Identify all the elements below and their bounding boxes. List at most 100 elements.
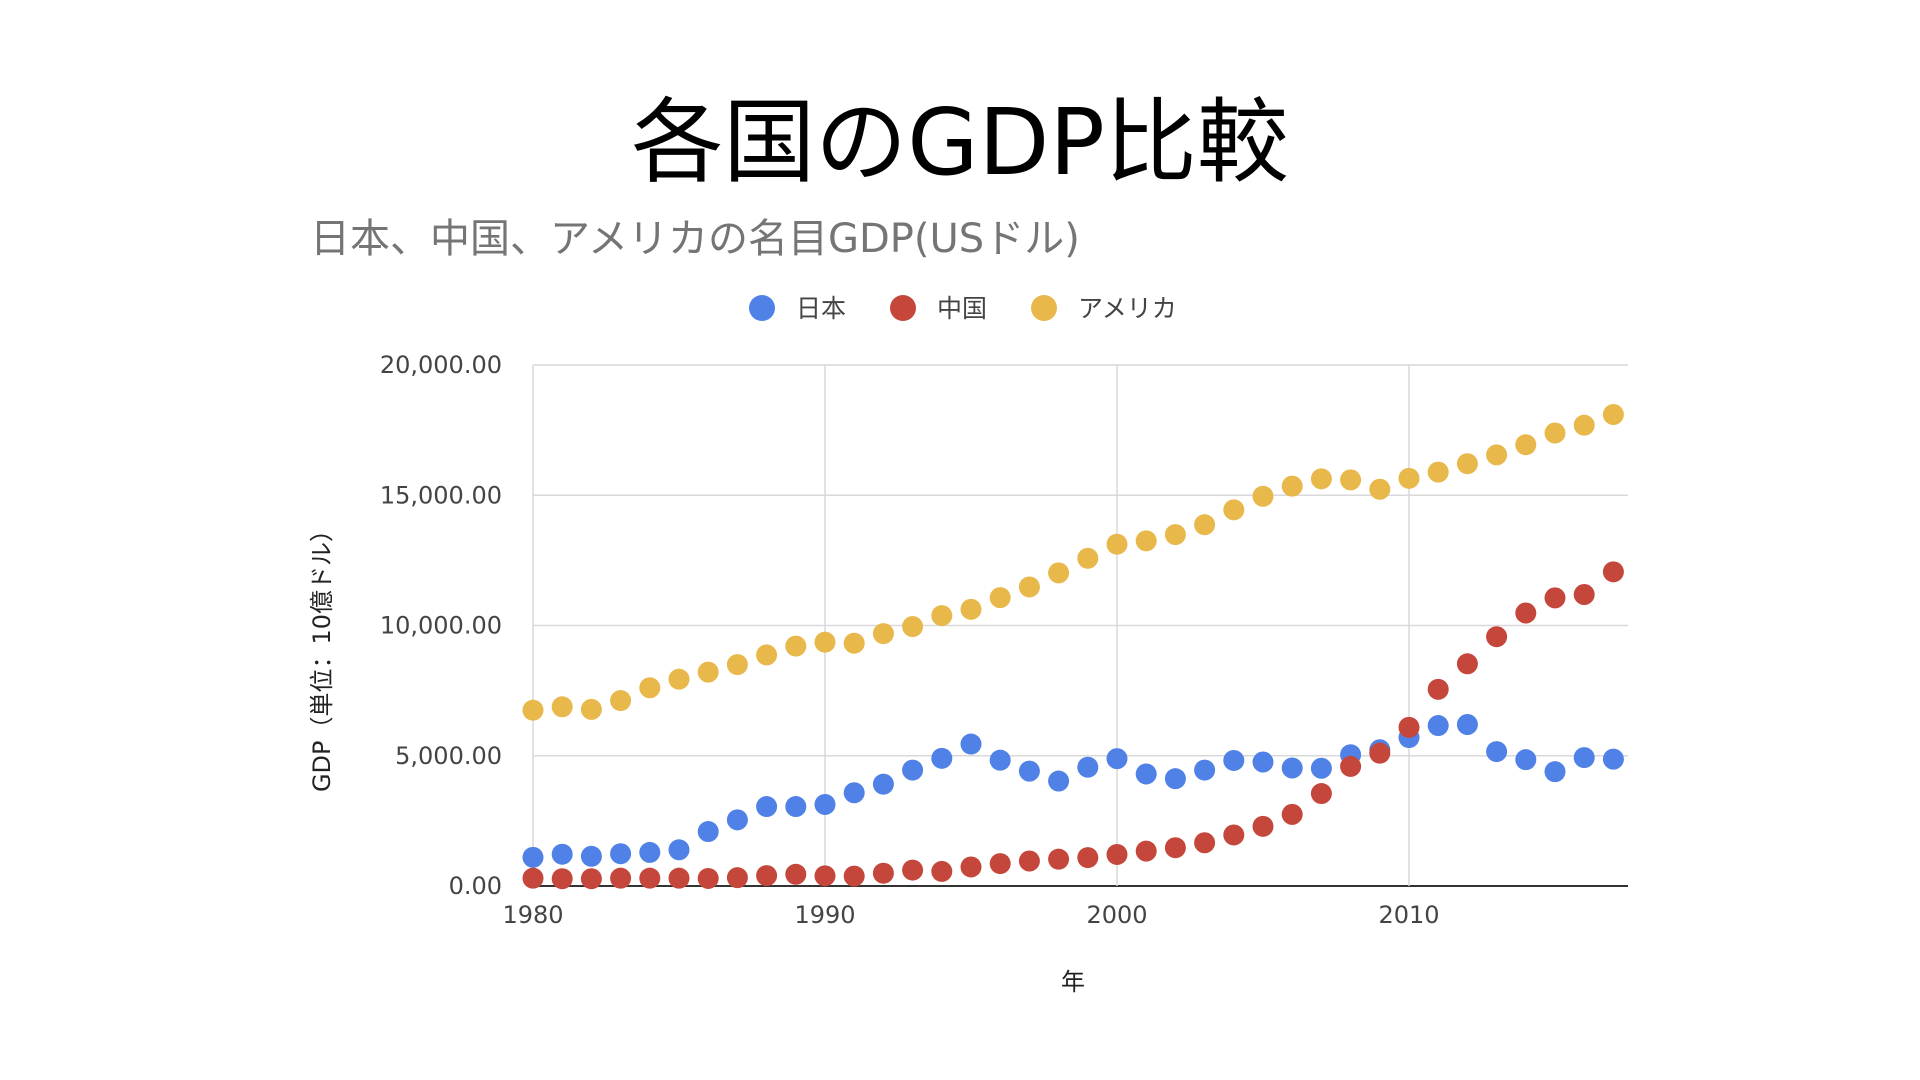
data-point (1456, 453, 1478, 475)
legend-marker (1031, 295, 1057, 321)
data-point (726, 867, 748, 889)
x-tick-label: 1990 (794, 901, 855, 929)
x-tick-label: 2010 (1378, 901, 1439, 929)
data-point (1194, 759, 1216, 781)
data-point (1252, 751, 1274, 773)
data-point (756, 796, 778, 818)
data-point (1164, 837, 1186, 859)
data-point (668, 839, 690, 861)
data-point (1077, 847, 1099, 869)
data-point (1515, 434, 1537, 456)
data-point (610, 843, 632, 865)
data-point (872, 623, 894, 645)
data-point (814, 631, 836, 653)
data-point (1310, 468, 1332, 490)
data-point (1281, 803, 1303, 825)
data-point (1252, 485, 1274, 507)
data-point (1515, 749, 1537, 771)
data-point (1427, 678, 1449, 700)
data-point (1135, 763, 1157, 785)
data-point (843, 632, 865, 654)
x-axis-label: 年 (1061, 968, 1085, 996)
data-point (1427, 461, 1449, 483)
data-point (1018, 850, 1040, 872)
chart-grid (532, 364, 1628, 887)
data-point (1106, 533, 1128, 555)
data-point (1223, 499, 1245, 521)
legend-marker (749, 295, 775, 321)
data-point (522, 699, 544, 721)
data-point (551, 868, 573, 890)
data-point (1544, 587, 1566, 609)
data-point (1602, 561, 1624, 583)
data-point (1369, 742, 1391, 764)
data-point (1223, 824, 1245, 846)
data-point (1223, 749, 1245, 771)
legend-marker (890, 295, 916, 321)
data-points (522, 403, 1624, 890)
legend-label: 日本 (796, 294, 846, 323)
data-point (960, 733, 982, 755)
x-axis-ticks: 1980 1990 2000 2010 (502, 901, 1439, 929)
data-point (1310, 783, 1332, 805)
data-point (1048, 848, 1070, 870)
data-point (697, 661, 719, 683)
data-point (697, 867, 719, 889)
data-point (902, 759, 924, 781)
data-point (902, 616, 924, 638)
x-tick-label: 1980 (502, 901, 563, 929)
data-point (668, 668, 690, 690)
chart-legend: 日本 中国 アメリカ (749, 294, 1177, 323)
data-point (1018, 576, 1040, 598)
data-point (1164, 768, 1186, 790)
data-point (1310, 757, 1332, 779)
data-point (610, 690, 632, 712)
data-point (1340, 755, 1362, 777)
data-point (785, 796, 807, 818)
data-point (1456, 713, 1478, 735)
data-point (931, 747, 953, 769)
data-point (726, 654, 748, 676)
data-point (1602, 748, 1624, 770)
data-point (610, 867, 632, 889)
data-point (1486, 444, 1508, 466)
data-point (1398, 467, 1420, 489)
data-point (1194, 832, 1216, 854)
data-point (1369, 478, 1391, 500)
data-point (580, 698, 602, 720)
data-point (1427, 715, 1449, 737)
data-point (1135, 840, 1157, 862)
data-point (1281, 475, 1303, 497)
data-point (843, 782, 865, 804)
data-point (580, 868, 602, 890)
data-point (814, 793, 836, 815)
data-point (1340, 469, 1362, 491)
y-tick-label: 20,000.00 (380, 351, 502, 379)
data-point (1194, 514, 1216, 536)
data-point (814, 865, 836, 887)
data-point (931, 605, 953, 627)
data-point (989, 853, 1011, 875)
data-point (989, 749, 1011, 771)
y-tick-label: 10,000.00 (380, 612, 502, 640)
y-tick-label: 5,000.00 (395, 742, 502, 770)
data-point (1515, 602, 1537, 624)
data-point (551, 843, 573, 865)
data-point (872, 862, 894, 884)
data-point (697, 821, 719, 843)
data-point (1164, 524, 1186, 546)
data-point (1544, 422, 1566, 444)
data-point (1573, 584, 1595, 606)
data-point (522, 846, 544, 868)
data-point (580, 845, 602, 867)
data-point (960, 598, 982, 620)
data-point (756, 865, 778, 887)
legend-label: 中国 (937, 294, 987, 323)
data-point (931, 860, 953, 882)
data-point (1544, 761, 1566, 783)
data-point (872, 773, 894, 795)
data-point (1018, 760, 1040, 782)
data-point (1106, 843, 1128, 865)
data-point (1135, 530, 1157, 552)
data-point (1106, 748, 1128, 770)
